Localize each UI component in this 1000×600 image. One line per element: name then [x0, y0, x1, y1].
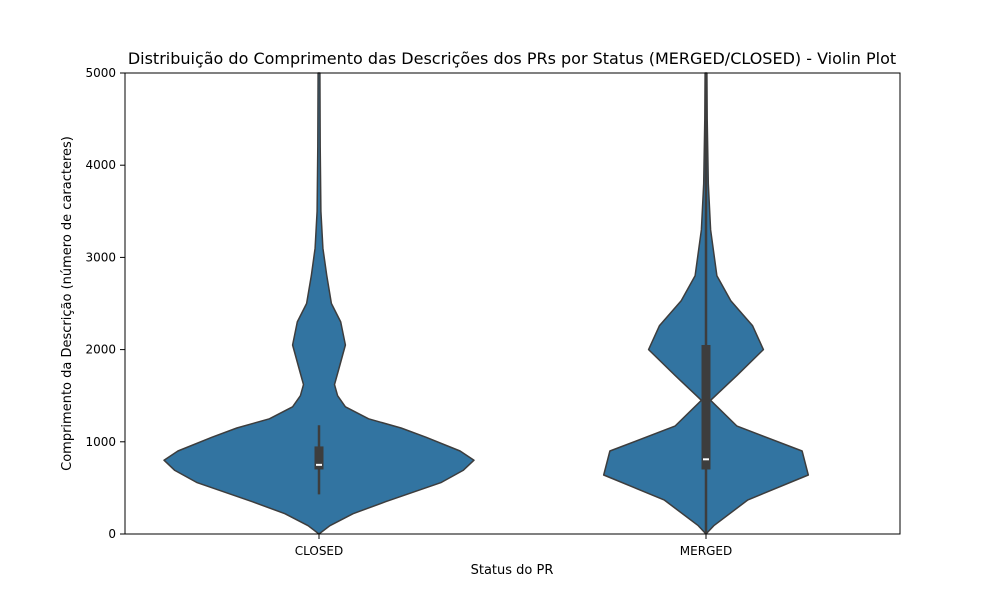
chart-title: Distribuição do Comprimento das Descriçõ… [128, 49, 896, 68]
y-tick-label-5000: 5000 [85, 66, 116, 80]
x-tick-label-merged: MERGED [680, 544, 732, 558]
x-axis: CLOSED MERGED [295, 534, 732, 558]
y-tick-label-3000: 3000 [85, 250, 116, 264]
violins-layer [163, 72, 810, 535]
y-axis: 0 1000 2000 3000 4000 5000 [85, 66, 125, 541]
y-tick-label-2000: 2000 [85, 343, 116, 357]
y-axis-label: Comprimento da Descrição (número de cara… [60, 136, 75, 471]
iqr-box-closed [314, 446, 324, 470]
y-tick-label-1000: 1000 [85, 435, 116, 449]
iqr-box-merged [701, 344, 711, 470]
boxplots-layer [314, 73, 711, 534]
x-tick-label-closed: CLOSED [295, 544, 344, 558]
x-axis-label: Status do PR [471, 563, 554, 578]
y-tick-label-0: 0 [108, 527, 116, 541]
plot-frame [124, 72, 901, 535]
y-tick-label-4000: 4000 [85, 158, 116, 172]
